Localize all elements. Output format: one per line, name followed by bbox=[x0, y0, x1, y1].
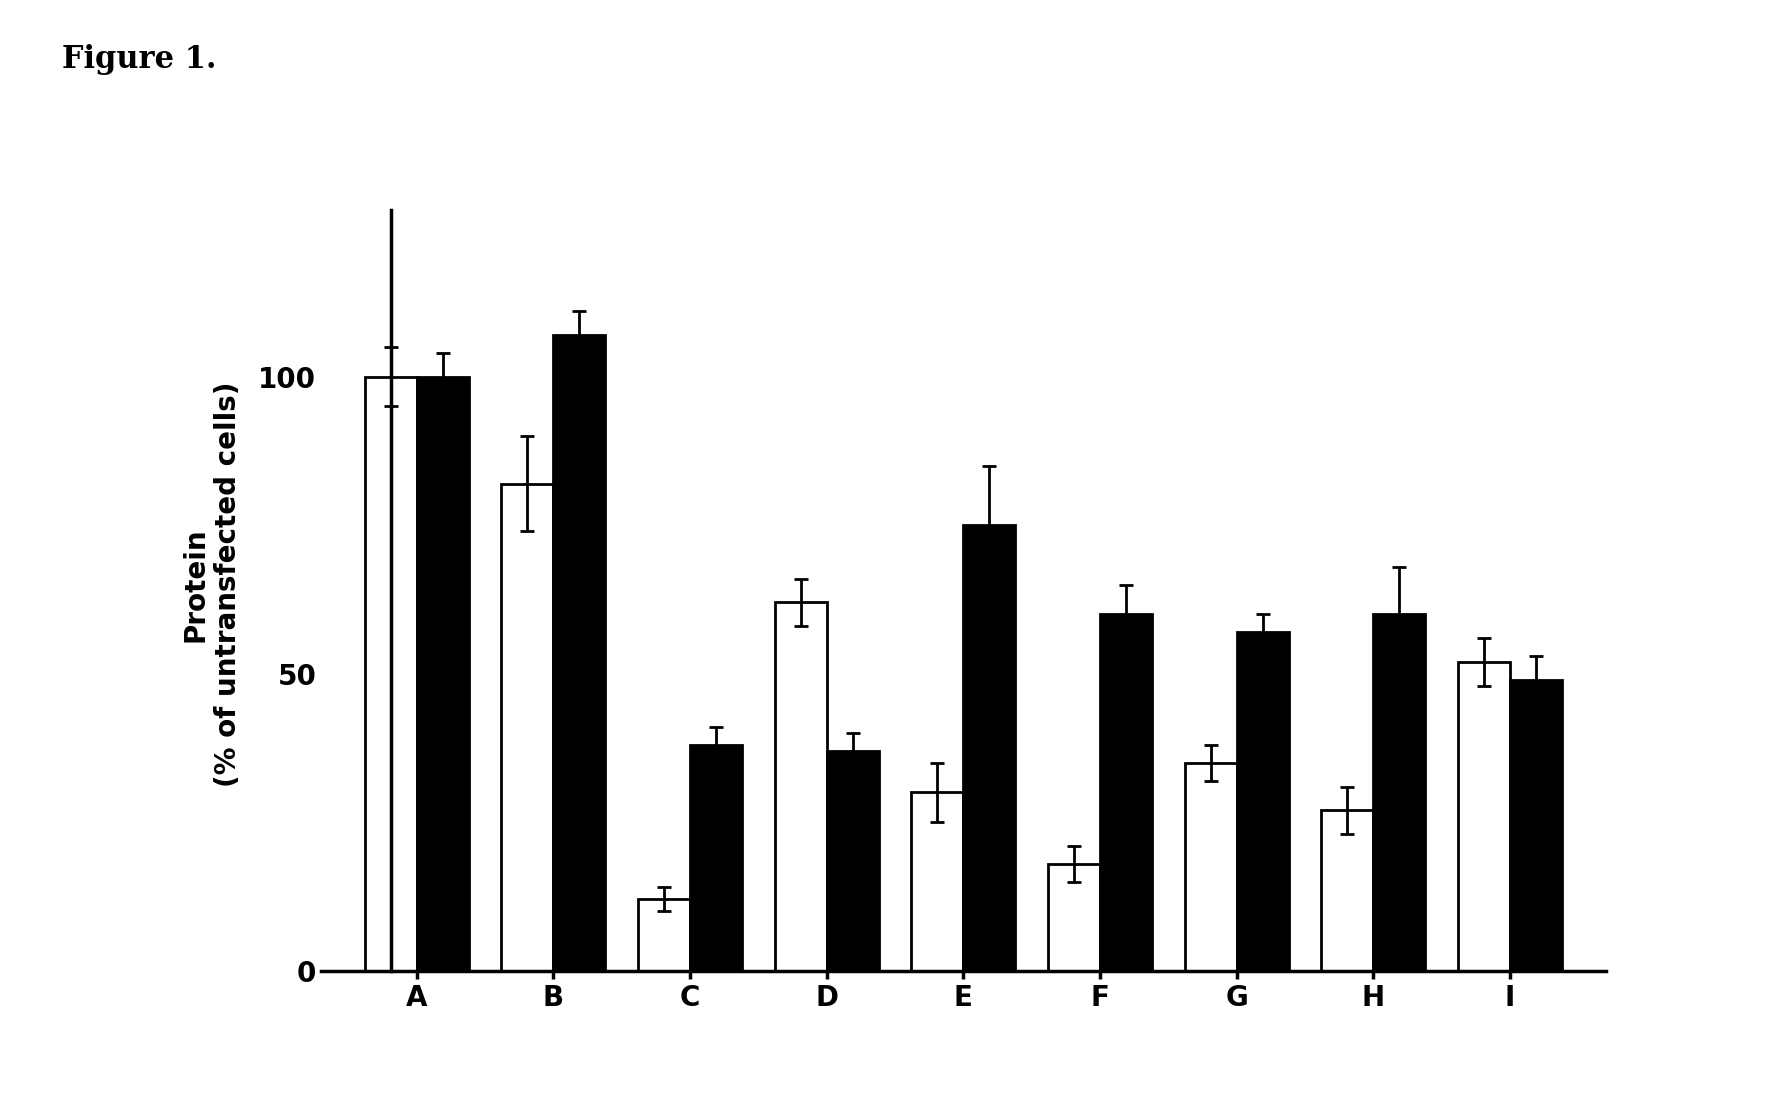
Bar bbox=[1374, 614, 1425, 971]
Bar bbox=[963, 525, 1015, 971]
Y-axis label: Protein
(% of untransfected cells): Protein (% of untransfected cells) bbox=[182, 382, 241, 788]
Bar bbox=[774, 602, 826, 971]
Bar bbox=[1509, 679, 1561, 971]
Bar bbox=[1185, 763, 1236, 971]
Bar bbox=[1101, 614, 1152, 971]
Bar bbox=[1322, 811, 1374, 971]
Bar bbox=[501, 483, 553, 971]
Bar bbox=[639, 899, 690, 971]
Bar bbox=[1236, 632, 1288, 971]
Bar bbox=[690, 745, 742, 971]
Bar bbox=[1458, 662, 1509, 971]
Bar bbox=[1047, 864, 1101, 971]
Bar bbox=[912, 792, 963, 971]
Text: Figure 1.: Figure 1. bbox=[62, 44, 218, 75]
Bar bbox=[417, 377, 469, 971]
Bar bbox=[366, 377, 417, 971]
Bar bbox=[553, 335, 605, 971]
Bar bbox=[826, 751, 880, 971]
